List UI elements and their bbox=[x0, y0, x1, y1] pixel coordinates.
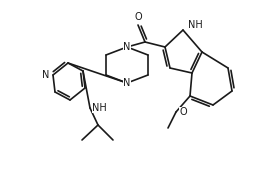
Text: N: N bbox=[123, 42, 131, 52]
Text: N: N bbox=[123, 78, 131, 88]
Text: O: O bbox=[134, 12, 142, 22]
Text: N: N bbox=[42, 70, 49, 80]
Text: NH: NH bbox=[188, 20, 203, 30]
Text: NH: NH bbox=[92, 103, 107, 113]
Text: O: O bbox=[179, 107, 187, 117]
